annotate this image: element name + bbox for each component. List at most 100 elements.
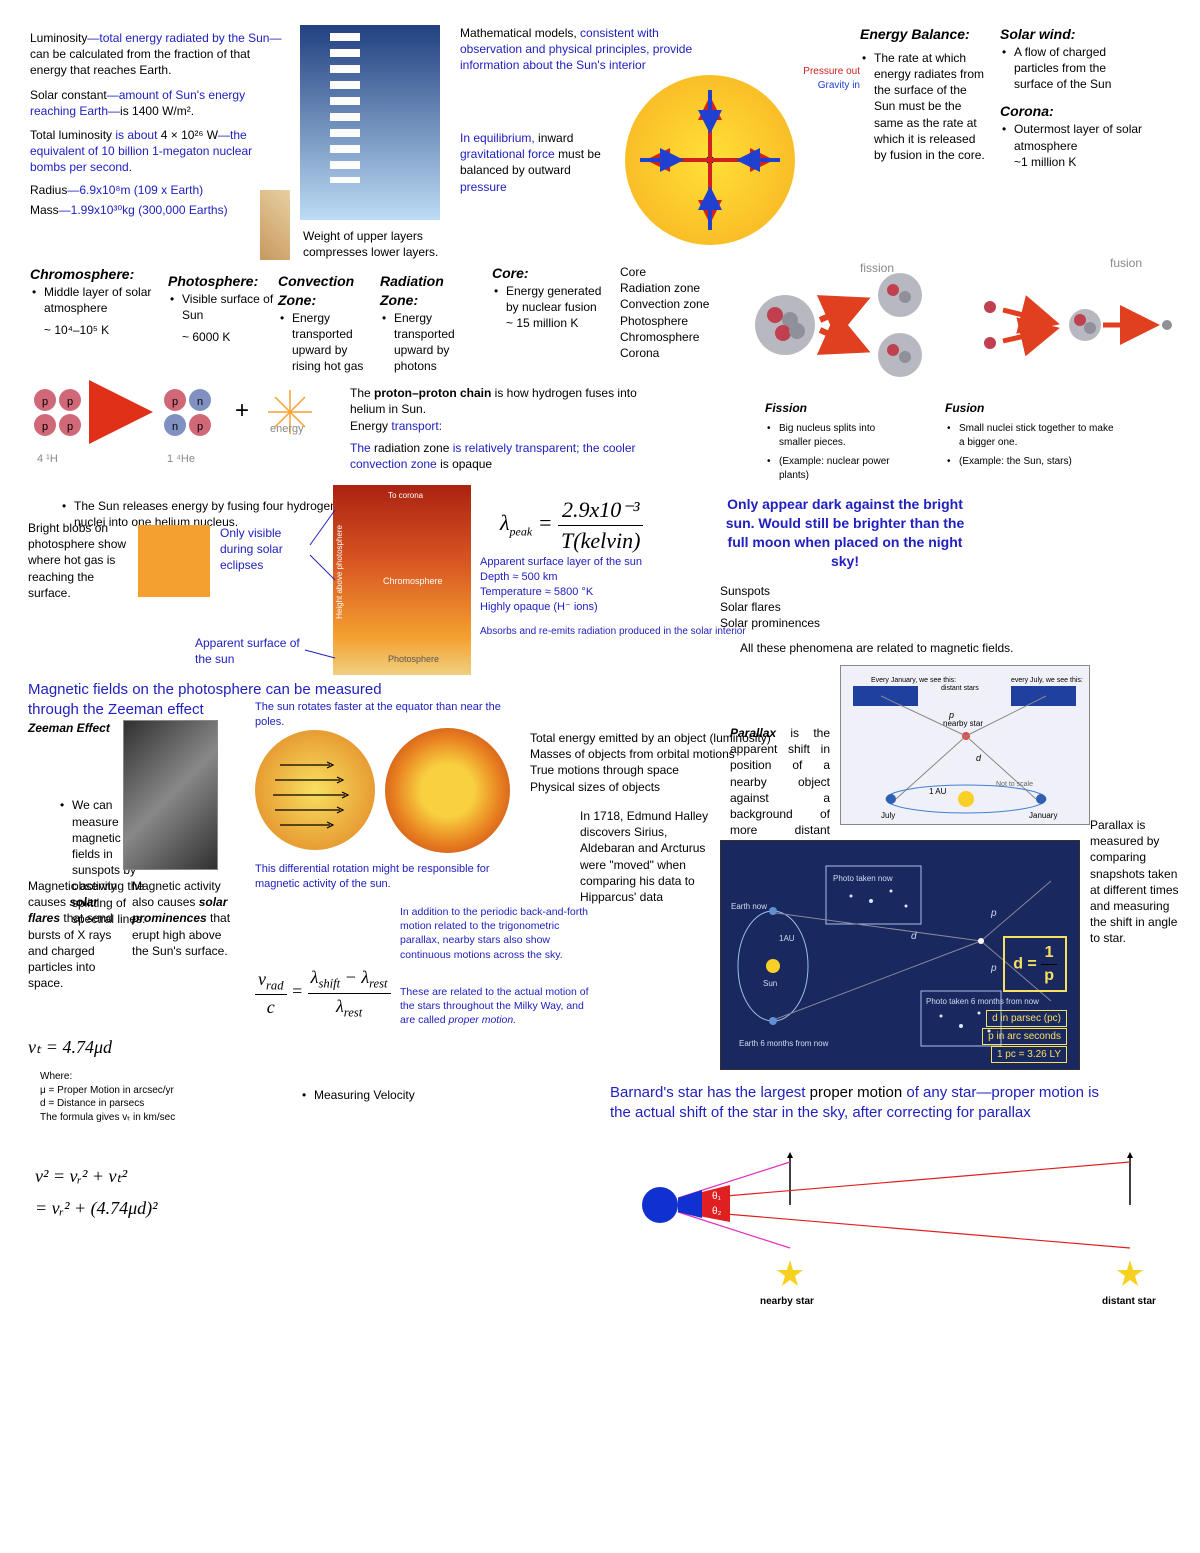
measuring-velocity-text: Measuring Velocity [300, 1087, 420, 1103]
fission-fusion-diagram: fission fusion [745, 265, 1175, 399]
svg-text:p: p [990, 908, 997, 919]
parallax-measured-text: Parallax is measured by comparing snapsh… [1090, 817, 1185, 947]
energy-balance-block: Energy Balance: The rate at which energy… [860, 25, 990, 163]
atmosphere-layers-image: To corona Chromosphere Photosphere Heigh… [333, 485, 471, 675]
vt-formula-where: Where: μ = Proper Motion in arcsec/yr d … [40, 1070, 240, 1124]
svg-text:nearby star: nearby star [943, 719, 983, 728]
fission-label: fission [860, 260, 894, 276]
chromosphere-b1: Middle layer of solar atmosphere [30, 284, 160, 316]
corona-title: Corona: [1000, 102, 1145, 121]
equilibrium-sky-image [300, 25, 440, 220]
txt: Total luminosity [30, 128, 115, 142]
absorbs-reemits-text: Absorbs and re-emits radiation produced … [480, 625, 760, 639]
svg-text:Photo taken 6 months from now: Photo taken 6 months from now [926, 997, 1039, 1006]
solar-wind-block: Solar wind: A flow of charged particles … [1000, 25, 1145, 170]
photosphere-block: Photosphere: Visible surface of Sun ~ 60… [168, 272, 278, 345]
apparent-surface-note: Apparent surface of the sun [195, 635, 310, 667]
txt: proton–proton chain [374, 386, 495, 400]
txt: In equilibrium, [460, 131, 538, 145]
svg-text:d: d [976, 753, 982, 763]
sun-arrows-svg [625, 75, 795, 245]
svg-text:θ₁: θ₁ [712, 1191, 722, 1202]
svg-text:p: p [42, 421, 48, 433]
svg-text:distant stars: distant stars [941, 685, 979, 692]
sunspot-dark-text: Only appear dark against the bright sun.… [720, 495, 970, 631]
magnetic-phenomena-text: All these phenomena are related to magne… [740, 640, 1030, 656]
txt: inward [538, 131, 573, 145]
zeeman-title: Zeeman Effect [28, 720, 110, 736]
radiation-zone-title: Radiation Zone: [380, 272, 485, 310]
layer-item: Photosphere [620, 313, 740, 329]
svg-text:p: p [197, 421, 203, 433]
granulation-image [138, 525, 210, 597]
layer-item: Chromosphere [620, 329, 740, 345]
models-text: Mathematical models, consistent with obs… [460, 25, 710, 74]
txt: transport: [391, 419, 442, 433]
luminosity-line-1: Luminosity—total energy radiated by the … [30, 30, 285, 79]
differential-rotation-text: This differential rotation might be resp… [255, 862, 515, 892]
fusion-heading: Fusion [945, 400, 1115, 416]
txt: Solar constant [30, 88, 107, 102]
barnard-text: Barnard's star has the largest proper mo… [610, 1083, 1110, 1124]
nearby-star-label: nearby star [760, 1295, 814, 1309]
fusion-label: fusion [1110, 255, 1142, 271]
fusion-text: Fusion Small nuclei stick together to ma… [945, 400, 1115, 469]
core-title: Core: [492, 264, 607, 283]
txt: —1.99x10³⁰kg (300,000 Earths) [59, 203, 228, 217]
apparent-surface-list: Apparent surface layer of the sun Depth … [480, 555, 740, 614]
proton-chain-diagram: p p p p p n n p + 4 ¹H 1 ⁴He energy [25, 380, 365, 480]
d-label: d in parsec (pc) [986, 1010, 1067, 1028]
txt: is 1400 W/m². [120, 104, 194, 118]
svg-text:every July, we see this:: every July, we see this: [1011, 677, 1083, 684]
txt: pressure [460, 180, 507, 194]
wien-formula: λpeak = 2.9x10⁻³T(kelvin) [500, 495, 643, 555]
he-label: 1 ⁴He [167, 452, 195, 467]
layer-item: Core [620, 264, 740, 280]
bright-blobs-text: Bright blobs on photosphere show where h… [28, 520, 133, 601]
feature-item: Sunspots [720, 583, 970, 599]
svg-text:Sun: Sun [763, 979, 777, 988]
vt-formula: vₜ = 4.74μd [28, 1035, 112, 1059]
svg-text:+: + [235, 397, 249, 424]
weight-text: Weight of upper layers compresses lower … [303, 228, 453, 260]
solar-constant-line: Solar constant—amount of Sun's energy re… [30, 87, 285, 119]
corona-text-2: ~1 million K [1000, 154, 1145, 170]
fission-text: Fission Big nucleus splits into smaller … [765, 400, 905, 482]
svg-text:July: July [881, 811, 895, 820]
svg-text:Earth now: Earth now [731, 902, 767, 911]
radiation-opaque-text: The radiation zone is relatively transpa… [350, 440, 670, 472]
svg-text:p: p [948, 710, 954, 720]
layer-item: Radiation zone [620, 280, 740, 296]
svg-text:Photo taken now: Photo taken now [833, 874, 893, 883]
txt: Energy [350, 419, 391, 433]
parallax-top-diagram: Every January, we see this: every July, … [840, 665, 1090, 825]
rotation-equator-text: The sun rotates faster at the equator th… [255, 700, 505, 730]
chromosphere-title: Chromosphere: [30, 265, 160, 284]
txt: —total energy radiated by the Sun— [87, 31, 281, 45]
photosphere-b1: Visible surface of Sun [168, 291, 278, 323]
parallax-dark-diagram: Photo taken now Photo taken 6 months fro… [720, 840, 1080, 1070]
svg-text:d: d [911, 931, 917, 942]
zeeman-sunspot-image [123, 720, 218, 870]
svg-text:p: p [990, 963, 997, 974]
fusion-b1: Small nuclei stick together to make a bi… [945, 422, 1115, 449]
solar-prominences-text: Magnetic activity also causes solar prom… [132, 878, 232, 959]
svg-text:January: January [1029, 811, 1057, 820]
svg-text:Every January, we see this:: Every January, we see this: [871, 677, 956, 684]
p-label: p in arc seconds [982, 1028, 1067, 1046]
txt: —6.9x10⁸m (109 x Earth) [67, 183, 203, 197]
txt: gravitational force [460, 147, 558, 161]
radiation-zone-b1: Energy transported upward by photons [380, 310, 485, 375]
distant-star-label: distant star [1102, 1295, 1156, 1309]
layer-list: Core Radiation zone Convection zone Phot… [620, 264, 740, 361]
solar-flares-text: Magnetic activity causes solar flares th… [28, 878, 128, 991]
feature-item: Solar flares [720, 599, 970, 615]
sun-strip-image [260, 190, 290, 260]
proton-chain-text: The proton–proton chain is how hydrogen … [350, 385, 670, 417]
fusion-b2: (Example: the Sun, stars) [945, 455, 1115, 469]
energy-balance-text: The rate at which energy radiates from t… [860, 50, 990, 163]
svg-text:p: p [67, 396, 73, 408]
periodic-motion-text: In addition to the periodic back-and-for… [400, 905, 600, 962]
solar-wind-text: A flow of charged particles from the sur… [1000, 44, 1145, 93]
radiation-zone-block: Radiation Zone: Energy transported upwar… [380, 272, 485, 375]
